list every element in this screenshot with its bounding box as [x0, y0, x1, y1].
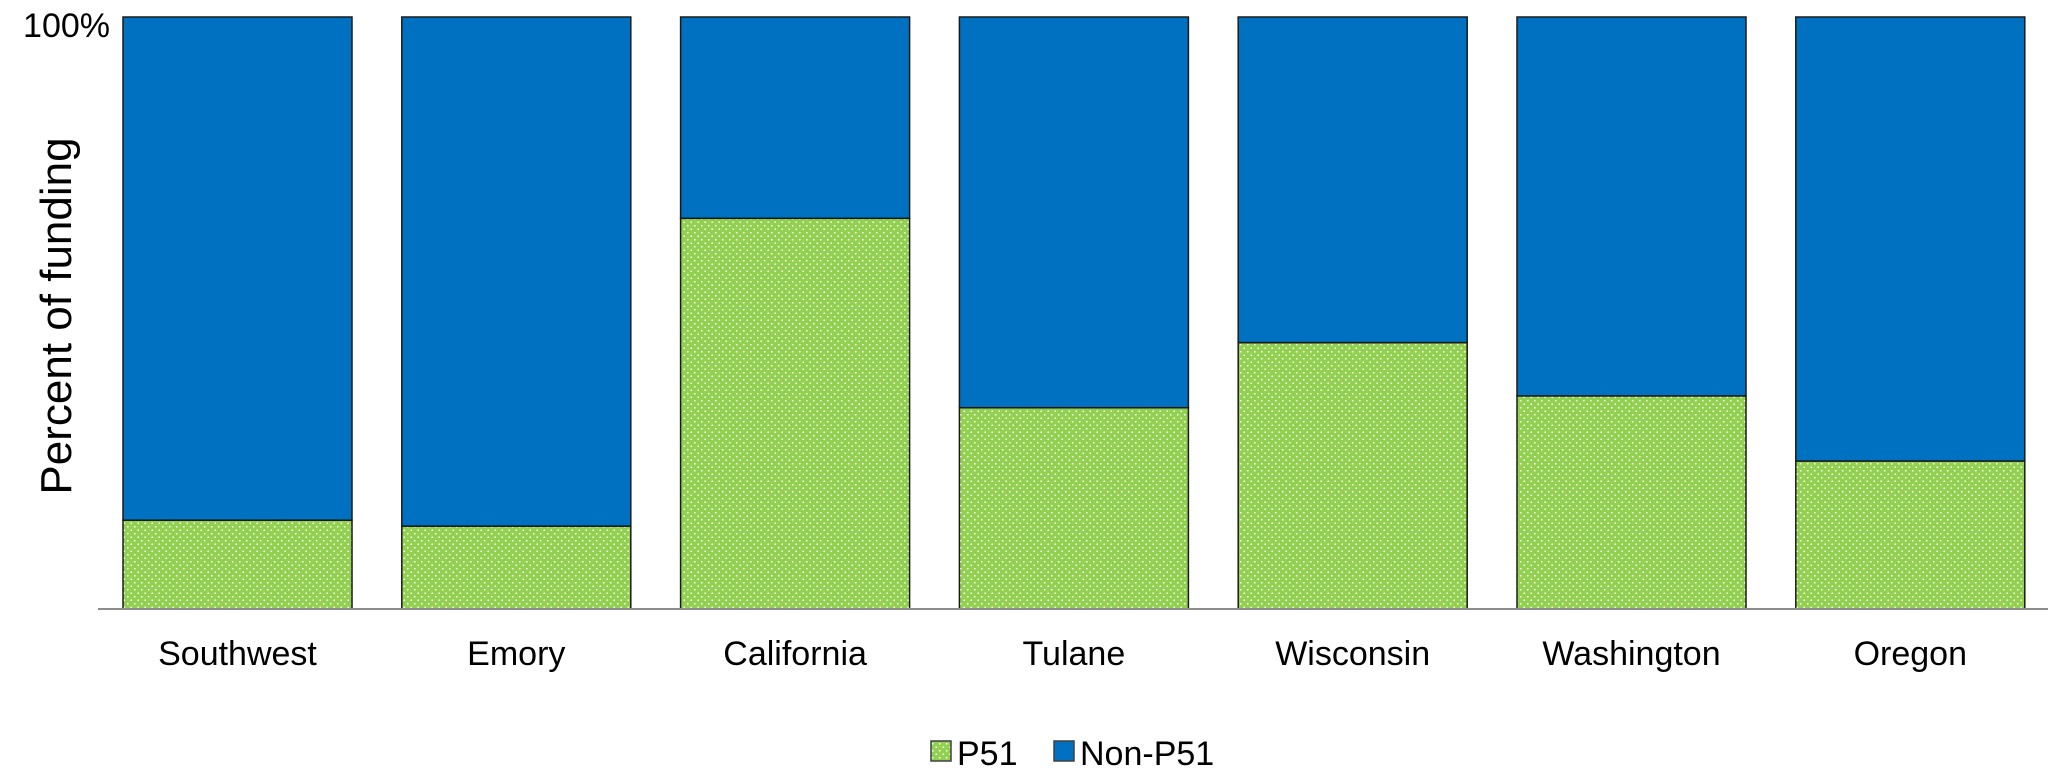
bar-southwest-p51 — [122, 519, 353, 610]
bar-california-non-p51 — [679, 16, 911, 220]
legend-label-non-p51: Non-P51 — [1080, 735, 1214, 771]
bar-emory-non-p51 — [401, 16, 632, 527]
legend-swatch-non-p51 — [1053, 740, 1075, 762]
bar-wisconsin-p51 — [1237, 341, 1468, 610]
x-tick-label-washington: Washington — [1542, 635, 1720, 673]
bar-oregon-non-p51 — [1795, 16, 2026, 462]
bar-tulane-p51 — [958, 406, 1190, 610]
bar-emory-p51 — [401, 525, 632, 610]
bar-washington-p51 — [1516, 395, 1747, 610]
x-tick-label-california: California — [723, 635, 867, 673]
legend: P51 Non-P51 — [930, 735, 1214, 771]
bar-wisconsin-non-p51 — [1237, 16, 1468, 344]
x-tick-label-wisconsin: Wisconsin — [1275, 635, 1430, 673]
x-tick-labels: Southwest Emory California Tulane Wisconsin W… — [158, 635, 1967, 673]
bar-washington-non-p51 — [1516, 16, 1747, 397]
legend-swatch-p51 — [930, 740, 952, 762]
bar-southwest-non-p51 — [122, 16, 353, 521]
bar-tulane-non-p51 — [958, 16, 1190, 409]
legend-label-p51: P51 — [957, 735, 1018, 771]
x-tick-label-emory: Emory — [467, 635, 565, 673]
x-tick-label-southwest: Southwest — [158, 635, 317, 673]
bars-layer — [122, 16, 2026, 610]
y-tick-label-100: 100% — [23, 7, 110, 45]
x-tick-label-oregon: Oregon — [1854, 635, 1967, 673]
y-axis-label: Percent of funding — [32, 137, 81, 494]
bar-oregon-p51 — [1795, 460, 2026, 610]
bar-california-p51 — [679, 217, 911, 610]
x-tick-label-tulane: Tulane — [1023, 635, 1126, 673]
